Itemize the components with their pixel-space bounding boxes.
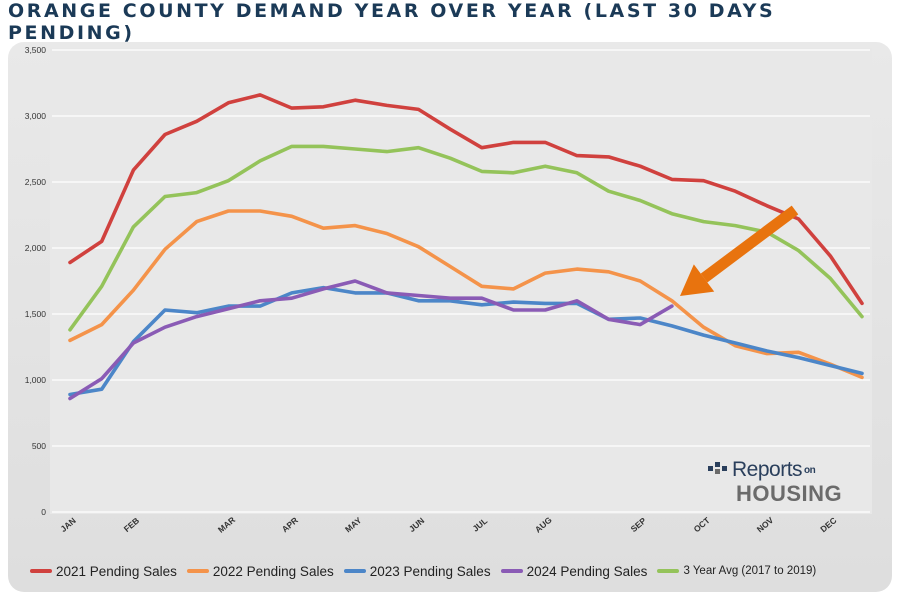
series-line-5 <box>68 144 864 332</box>
x-tick-label: SEP <box>629 515 649 534</box>
x-tick-label: AUG <box>533 515 554 535</box>
legend-swatch <box>30 569 52 573</box>
y-tick-label: 1,000 <box>25 375 47 385</box>
legend-swatch <box>657 569 680 573</box>
y-tick-label: 0 <box>41 507 46 517</box>
y-tick-label: 1,500 <box>25 309 47 319</box>
y-tick-label: 2,500 <box>25 177 47 187</box>
chart-title: ORANGE COUNTY DEMAND YEAR OVER YEAR (LAS… <box>8 0 776 44</box>
x-tick-label: JUN <box>407 515 426 534</box>
legend-item: 3 Year Avg (2017 to 2019) <box>657 565 816 577</box>
logo-reports-text: Reports on <box>732 458 816 482</box>
legend-label: 3 Year Avg (2017 to 2019) <box>683 565 817 577</box>
legend-label: 2023 Pending Sales <box>369 563 491 579</box>
reports-on-housing-logo: Reports on HOUSING <box>706 456 866 508</box>
arrow-head <box>680 264 715 296</box>
x-tick-label: OCT <box>692 515 713 535</box>
chart-title-bar: ORANGE COUNTY DEMAND YEAR OVER YEAR (LAS… <box>8 0 892 44</box>
series-line-3 <box>68 285 864 397</box>
legend-item: 2021 Pending Sales <box>30 564 177 579</box>
logo-housing-text: HOUSING <box>736 481 843 506</box>
chart-legend: 2021 Pending Sales 2022 Pending Sales 2023… <box>30 558 816 584</box>
legend-item: 2022 Pending Sales <box>186 563 334 579</box>
y-tick-label: 500 <box>32 441 46 451</box>
x-tick-label: FEB <box>122 515 141 534</box>
x-tick-label: JAN <box>58 515 77 534</box>
legend-item: 2023 Pending Sales <box>343 563 491 579</box>
series-line-4 <box>68 279 674 401</box>
legend-label: 2021 Pending Sales <box>56 563 177 579</box>
y-tick-label: 2,000 <box>25 243 47 253</box>
x-tick-label: APR <box>280 515 300 534</box>
logo-reports-word: Reports <box>732 458 803 481</box>
legend-swatch <box>186 569 209 573</box>
legend-swatch <box>343 569 366 573</box>
x-tick-label: MAY <box>343 515 364 535</box>
legend-label: 2022 Pending Sales <box>212 563 334 579</box>
logo-mark-icon <box>708 462 727 474</box>
legend-label: 2024 Pending Sales <box>526 563 648 579</box>
x-tick-label: NOV <box>755 515 776 535</box>
arrow-shaft <box>700 205 799 283</box>
x-tick-label: DEC <box>818 515 838 534</box>
series-line-1 <box>68 93 864 306</box>
x-tick-label: JUL <box>471 516 490 534</box>
legend-swatch <box>500 569 523 573</box>
y-tick-label: 3,000 <box>25 111 47 121</box>
plot-area <box>50 48 872 514</box>
logo-on-word: on <box>804 464 816 476</box>
y-tick-label: 3,500 <box>25 45 47 55</box>
x-tick-label: MAR <box>216 515 237 535</box>
legend-item: 2024 Pending Sales <box>500 563 648 579</box>
